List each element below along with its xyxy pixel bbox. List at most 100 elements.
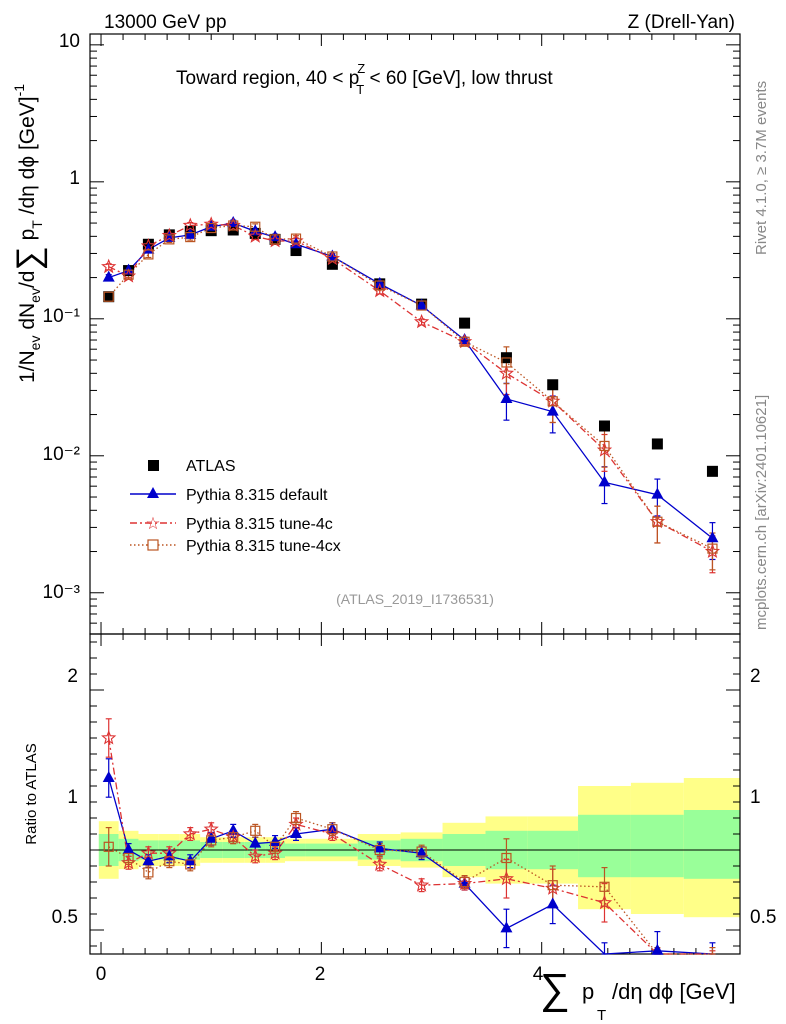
data-point xyxy=(228,220,239,231)
data-point xyxy=(140,237,157,253)
rivet-version-label: Rivet 4.1.0, ≥ 3.7M events xyxy=(753,81,770,255)
x-tick-label: 2 xyxy=(315,964,326,985)
data-point xyxy=(164,234,175,245)
data-point xyxy=(598,420,610,432)
ratio-point xyxy=(269,841,281,852)
data-point xyxy=(546,404,559,416)
x-axis-title: ∑ p T /dη dϕ [GeV] xyxy=(540,965,736,1024)
legend-entry-default: Pythia 8.315 default xyxy=(130,487,328,504)
mcplots-url-label: mcplots.cern.ch [arXiv:2401.10621] xyxy=(753,395,770,630)
ratio-point xyxy=(164,856,175,867)
plot-title-part: < 60 [GeV], low thrust xyxy=(364,68,553,89)
data-point xyxy=(415,298,428,310)
ratio-point xyxy=(206,835,217,846)
x-tick-label: 4 xyxy=(533,964,544,985)
ratio-point xyxy=(599,881,610,892)
ratio-point xyxy=(269,835,282,846)
data-point xyxy=(161,227,177,243)
data-point xyxy=(290,245,302,257)
main-y-axis-title: 1/Nev dNev/d∑ pT /dη dϕ [GeV]-1 xyxy=(10,84,48,383)
ratio-y-tick-label-right: 1 xyxy=(750,787,761,808)
ratio-y-tick-label-right: 2 xyxy=(750,666,761,687)
data-point xyxy=(651,487,664,499)
data-point xyxy=(326,249,339,261)
data-point xyxy=(326,258,338,270)
ratio-point xyxy=(498,870,515,886)
ratio-point xyxy=(500,921,513,933)
ratio-point xyxy=(415,846,428,858)
data-point xyxy=(706,465,718,477)
data-point xyxy=(102,270,115,282)
data-point xyxy=(651,438,663,450)
band-inner xyxy=(683,810,740,879)
data-point xyxy=(459,317,471,329)
legend-marker-default xyxy=(147,487,159,498)
plot-title-sub: T xyxy=(356,82,364,97)
ratio-point xyxy=(140,845,157,860)
y-tick-label: 10⁻² xyxy=(43,444,81,465)
data-point xyxy=(143,249,154,260)
ratio-point xyxy=(290,812,302,824)
x-tick-label: 0 xyxy=(96,964,107,985)
data-point xyxy=(707,543,718,554)
ratio-point xyxy=(203,821,219,836)
svg-text:/dη dϕ [GeV]: /dη dϕ [GeV] xyxy=(612,979,736,1004)
band-inner xyxy=(578,814,631,878)
legend-marker-tune4cx xyxy=(147,539,159,551)
legend: ATLAS Pythia 8.315 default ☆ Pythia 8.31… xyxy=(130,458,341,555)
legend-entry-tune4c: ☆ Pythia 8.315 tune-4c xyxy=(130,514,333,533)
ratio-point xyxy=(123,852,134,864)
ratio-point xyxy=(103,841,114,852)
data-point xyxy=(706,531,719,543)
data-point xyxy=(247,228,263,243)
ratio-y-tick-labels: 0.5 1 2 0.5 1 2 xyxy=(52,666,777,928)
ratio-point xyxy=(459,876,470,888)
data-point xyxy=(290,233,302,244)
ratio-point xyxy=(416,846,427,857)
data-point xyxy=(182,217,198,232)
data-point xyxy=(500,391,513,403)
data-point xyxy=(101,258,117,274)
data-point xyxy=(458,333,471,345)
ratio-point xyxy=(101,729,117,745)
data-point xyxy=(498,365,515,380)
data-markers xyxy=(101,216,721,955)
data-point xyxy=(123,269,134,280)
data-point xyxy=(501,357,512,368)
data-point xyxy=(652,516,663,527)
ratio-point xyxy=(501,852,512,864)
legend-entry-atlas: ATLAS xyxy=(148,458,236,475)
ratio-point xyxy=(228,832,239,843)
y-tick-label: 1 xyxy=(69,168,80,189)
ratio-y-axis-title: Ratio to ATLAS xyxy=(23,743,40,844)
y-tick-label: 10 xyxy=(59,31,80,52)
data-point xyxy=(374,280,385,291)
ratio-point xyxy=(374,844,385,856)
ratio-point xyxy=(290,827,303,838)
legend-label: Pythia 8.315 tune-4cx xyxy=(186,538,341,555)
data-point xyxy=(459,336,470,347)
ratio-panel-frame xyxy=(89,633,741,955)
ratio-point xyxy=(372,856,388,871)
legend-label: Pythia 8.315 default xyxy=(186,487,328,504)
ratio-point xyxy=(182,825,198,841)
data-point xyxy=(103,291,114,302)
ratio-point xyxy=(546,897,559,909)
data-point xyxy=(250,221,261,232)
data-point xyxy=(598,475,611,487)
ratio-point xyxy=(651,943,664,955)
data-point xyxy=(327,251,338,262)
data-point xyxy=(206,222,217,234)
data-point xyxy=(373,276,386,288)
data-point xyxy=(547,396,558,407)
legend-marker-atlas xyxy=(148,460,159,471)
axis-ticks xyxy=(90,34,740,954)
data-point xyxy=(185,231,196,243)
svg-text:p: p xyxy=(582,979,594,1004)
ratio-point xyxy=(596,894,613,910)
ratio-y-tick-label: 2 xyxy=(67,666,78,687)
ratio-point xyxy=(205,831,218,843)
data-point xyxy=(599,440,610,452)
ratio-point xyxy=(249,836,262,848)
